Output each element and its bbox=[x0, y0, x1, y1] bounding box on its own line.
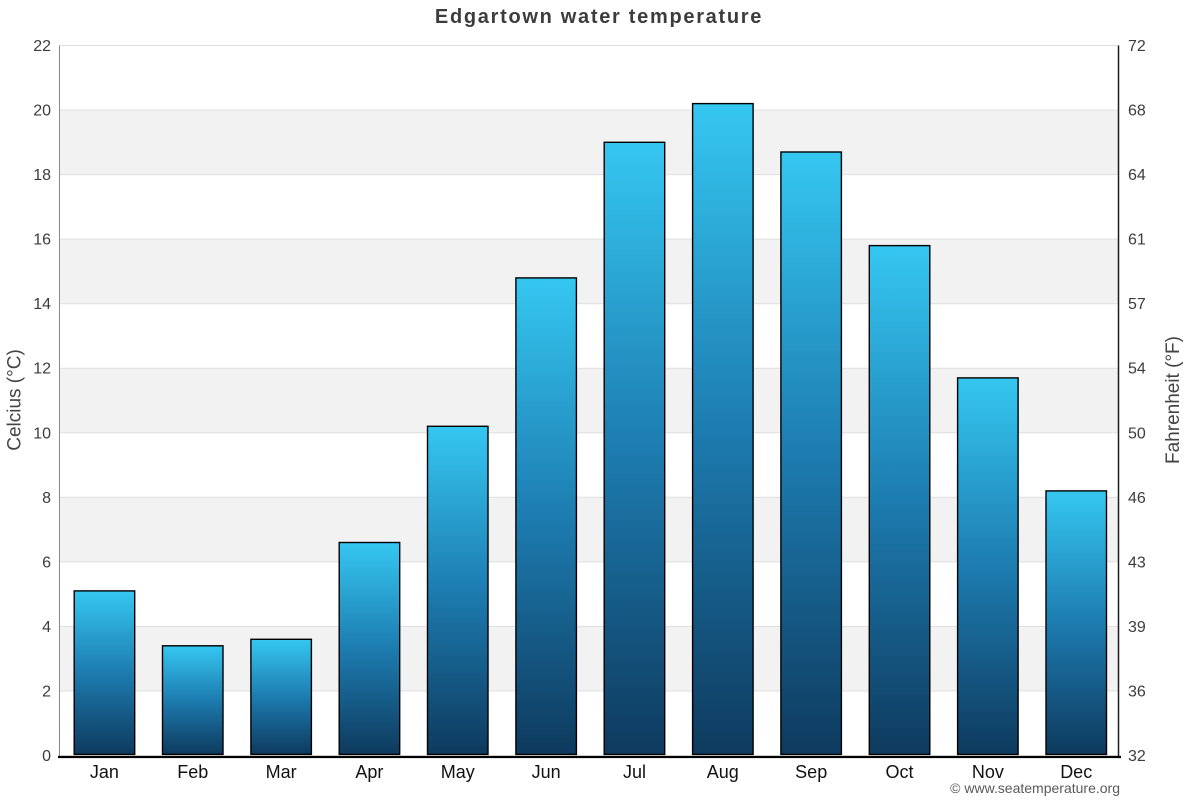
svg-text:May: May bbox=[441, 762, 475, 782]
svg-text:68: 68 bbox=[1128, 103, 1146, 120]
svg-text:36: 36 bbox=[1128, 684, 1146, 701]
svg-text:Mar: Mar bbox=[266, 762, 297, 782]
svg-text:61: 61 bbox=[1128, 232, 1146, 249]
svg-text:© www.seatemperature.org: © www.seatemperature.org bbox=[950, 780, 1120, 796]
svg-text:2: 2 bbox=[42, 684, 51, 701]
svg-text:43: 43 bbox=[1128, 554, 1146, 571]
svg-text:16: 16 bbox=[33, 232, 51, 249]
svg-text:Jun: Jun bbox=[532, 762, 561, 782]
svg-text:50: 50 bbox=[1128, 425, 1146, 442]
svg-text:Jul: Jul bbox=[623, 762, 646, 782]
svg-text:Nov: Nov bbox=[972, 762, 1004, 782]
svg-text:Apr: Apr bbox=[355, 762, 383, 782]
svg-text:18: 18 bbox=[33, 167, 51, 184]
svg-text:72: 72 bbox=[1128, 38, 1146, 55]
svg-text:Dec: Dec bbox=[1060, 762, 1092, 782]
svg-text:46: 46 bbox=[1128, 490, 1146, 507]
svg-text:Sep: Sep bbox=[795, 762, 827, 782]
svg-text:Aug: Aug bbox=[707, 762, 739, 782]
svg-text:32: 32 bbox=[1128, 748, 1146, 765]
svg-text:14: 14 bbox=[33, 296, 51, 313]
svg-text:54: 54 bbox=[1128, 361, 1146, 378]
svg-text:Fahrenheit (°F): Fahrenheit (°F) bbox=[1163, 336, 1184, 464]
svg-text:6: 6 bbox=[42, 554, 51, 571]
svg-text:12: 12 bbox=[33, 361, 51, 378]
svg-text:22: 22 bbox=[33, 38, 51, 55]
svg-text:64: 64 bbox=[1128, 167, 1146, 184]
svg-text:0: 0 bbox=[42, 748, 51, 765]
svg-text:Oct: Oct bbox=[885, 762, 913, 782]
svg-text:Feb: Feb bbox=[177, 762, 208, 782]
svg-text:20: 20 bbox=[33, 103, 51, 120]
svg-text:39: 39 bbox=[1128, 619, 1146, 636]
svg-text:Celcius (°C): Celcius (°C) bbox=[5, 349, 26, 451]
svg-text:57: 57 bbox=[1128, 296, 1146, 313]
svg-text:4: 4 bbox=[42, 619, 51, 636]
svg-text:Edgartown water temperature: Edgartown water temperature bbox=[435, 6, 763, 28]
svg-text:Jan: Jan bbox=[90, 762, 119, 782]
svg-text:8: 8 bbox=[42, 490, 51, 507]
svg-text:10: 10 bbox=[33, 425, 51, 442]
